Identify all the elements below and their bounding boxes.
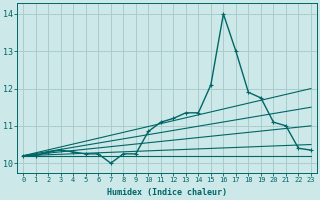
X-axis label: Humidex (Indice chaleur): Humidex (Indice chaleur) <box>107 188 227 197</box>
